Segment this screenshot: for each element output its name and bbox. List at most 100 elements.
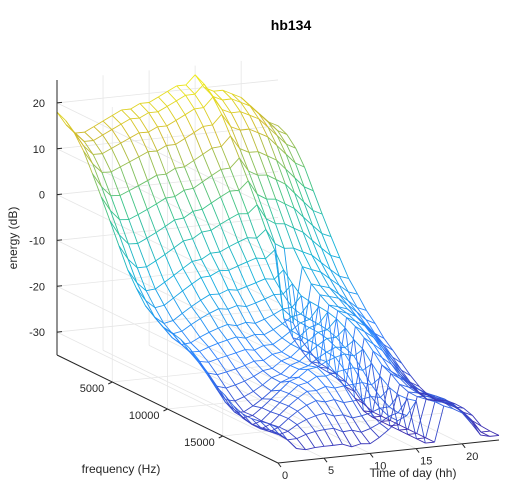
surface-line [312, 190, 323, 215]
surface-line [353, 339, 364, 350]
surface-line [172, 337, 182, 345]
surface-line [173, 247, 184, 269]
surface-line [185, 74, 196, 86]
surface-line [288, 405, 298, 412]
surface-line [93, 126, 103, 136]
surface-line [121, 108, 131, 111]
surface-line [191, 283, 202, 301]
surface-line [333, 414, 344, 417]
surface-line [309, 318, 319, 325]
surface-line [276, 145, 287, 170]
surface-line [311, 254, 322, 263]
surface-line [303, 216, 313, 226]
surface-line [199, 360, 209, 363]
y-tick [163, 408, 168, 412]
surface-line [220, 135, 231, 147]
surface-line [267, 136, 278, 146]
surface-line [278, 434, 288, 441]
surface-line [173, 275, 183, 292]
surface-line [246, 257, 257, 263]
surface-line [298, 384, 308, 392]
surface-line [324, 412, 335, 429]
surface-line [327, 371, 338, 375]
surface-line [194, 107, 204, 110]
surface-line [227, 305, 238, 310]
surface-line [202, 175, 212, 183]
surface-line [208, 346, 218, 360]
surface-line [254, 360, 264, 362]
surface-line [281, 343, 292, 353]
surface-line [327, 311, 337, 320]
surface-line [381, 373, 392, 417]
surface-line [408, 391, 418, 394]
surface-line [225, 387, 236, 402]
surface-line [383, 338, 394, 351]
surface-line [130, 108, 140, 119]
surface-line [388, 406, 399, 414]
surface-line [225, 384, 236, 389]
surface-line [234, 400, 245, 413]
surface-line [310, 361, 320, 368]
surface-line [276, 135, 287, 145]
surface-line [156, 197, 166, 205]
surface-line [445, 403, 455, 408]
surface-line [454, 403, 464, 409]
surface-line [176, 94, 186, 102]
surface-line [228, 270, 238, 291]
surface-line [273, 294, 284, 310]
surface-line [346, 312, 357, 317]
surface-line [316, 376, 326, 387]
surface-line [267, 127, 278, 146]
surface-line [220, 146, 231, 169]
surface-line [343, 385, 354, 402]
surface-line [167, 85, 177, 92]
surface-line [351, 443, 362, 448]
surface-line [265, 229, 276, 251]
surface-line [273, 293, 284, 296]
surface-line [120, 118, 131, 125]
surface-line [268, 121, 278, 131]
surface-line [199, 331, 210, 338]
surface-line [355, 320, 365, 332]
surface-line [276, 135, 287, 155]
surface-line [406, 400, 417, 416]
surface-line [176, 85, 186, 96]
surface-line [238, 157, 249, 181]
surface-line [285, 183, 295, 194]
surface-line [136, 267, 147, 291]
surface-line [339, 276, 349, 293]
surface-line [129, 132, 140, 139]
surface-line [296, 438, 306, 450]
surface-line [182, 240, 193, 262]
surface-line [326, 338, 337, 348]
surface-line [291, 313, 301, 318]
surface-line [204, 87, 214, 97]
surface-line [352, 400, 362, 417]
surface-line [272, 329, 283, 339]
surface-line [353, 339, 364, 411]
surface-line [156, 145, 167, 152]
surface-line [255, 282, 266, 300]
surface-line [298, 369, 309, 378]
surface-line [291, 283, 303, 351]
surface-line [379, 406, 390, 409]
surface-line [166, 119, 177, 127]
surface-line [284, 203, 295, 209]
surface-line [392, 356, 403, 364]
surface-line [110, 171, 121, 196]
surface-line [324, 427, 334, 431]
surface-line [199, 346, 209, 352]
surface-line [333, 427, 343, 433]
surface-line [344, 347, 355, 357]
surface-line [164, 274, 175, 283]
surface-line [239, 148, 249, 172]
surface-line [174, 196, 185, 219]
surface-line [164, 247, 175, 255]
surface-line [286, 134, 297, 149]
surface-line [480, 431, 490, 437]
surface-line [335, 327, 346, 338]
surface-line [356, 311, 367, 325]
surface-line [193, 126, 204, 133]
surface-line [110, 195, 121, 220]
surface-line [314, 445, 325, 449]
